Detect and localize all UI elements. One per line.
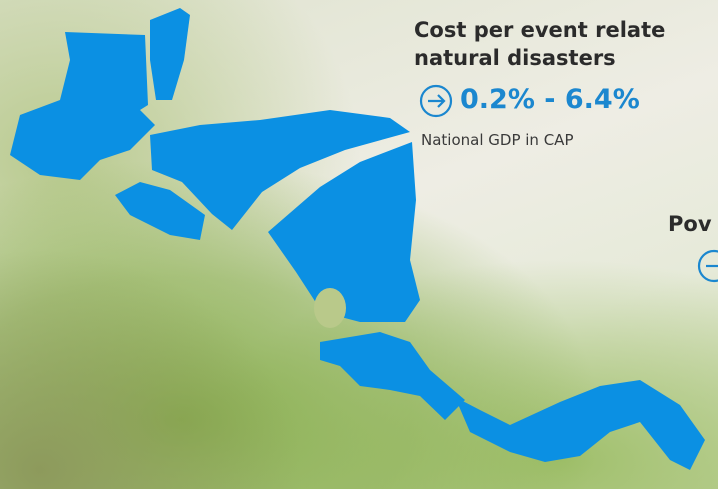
stat-value: 0.2% - 6.4% bbox=[460, 84, 640, 115]
belize bbox=[150, 8, 190, 100]
costa-rica bbox=[320, 332, 465, 420]
title: Cost per event relate bbox=[414, 16, 665, 44]
title: Pov bbox=[668, 210, 712, 238]
arrow-icon bbox=[421, 86, 451, 116]
infographic: Cost per event relate natural disasters … bbox=[0, 0, 718, 489]
caption: National GDP in CAP bbox=[421, 131, 573, 149]
lake bbox=[314, 288, 346, 328]
guatemala bbox=[10, 32, 155, 180]
map bbox=[0, 0, 718, 489]
panama bbox=[455, 380, 705, 470]
title: natural disasters bbox=[414, 44, 616, 72]
arrow-icon bbox=[699, 251, 718, 281]
